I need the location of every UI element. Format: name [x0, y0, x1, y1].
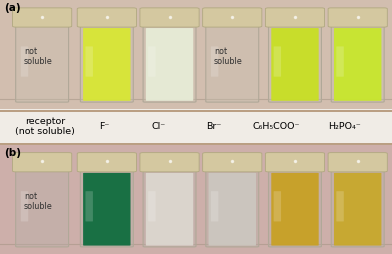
FancyBboxPatch shape [143, 166, 196, 247]
FancyBboxPatch shape [146, 28, 193, 101]
FancyBboxPatch shape [80, 21, 133, 102]
FancyBboxPatch shape [334, 28, 381, 101]
Text: Br⁻: Br⁻ [206, 122, 221, 131]
FancyBboxPatch shape [334, 173, 381, 246]
FancyBboxPatch shape [148, 191, 156, 221]
FancyBboxPatch shape [148, 46, 156, 77]
FancyBboxPatch shape [16, 21, 69, 102]
FancyBboxPatch shape [331, 21, 384, 102]
FancyBboxPatch shape [271, 173, 319, 246]
FancyBboxPatch shape [13, 8, 72, 27]
Text: C₆H₅COO⁻: C₆H₅COO⁻ [252, 122, 300, 131]
FancyBboxPatch shape [211, 191, 218, 221]
FancyBboxPatch shape [77, 8, 136, 27]
FancyBboxPatch shape [83, 28, 131, 101]
FancyBboxPatch shape [209, 173, 256, 246]
FancyBboxPatch shape [336, 46, 344, 77]
Text: H₂PO₄⁻: H₂PO₄⁻ [328, 122, 361, 131]
FancyBboxPatch shape [274, 46, 281, 77]
FancyBboxPatch shape [85, 46, 93, 77]
Text: not
soluble: not soluble [24, 47, 53, 67]
FancyBboxPatch shape [16, 166, 69, 247]
FancyBboxPatch shape [331, 166, 384, 247]
FancyBboxPatch shape [271, 28, 319, 101]
Text: (a): (a) [4, 3, 20, 13]
FancyBboxPatch shape [203, 8, 262, 27]
FancyBboxPatch shape [265, 8, 325, 27]
FancyBboxPatch shape [203, 153, 262, 172]
FancyBboxPatch shape [80, 166, 133, 247]
Text: not
soluble: not soluble [24, 192, 53, 211]
FancyBboxPatch shape [140, 8, 199, 27]
FancyBboxPatch shape [21, 191, 28, 221]
Text: (b): (b) [4, 148, 21, 158]
FancyBboxPatch shape [269, 21, 321, 102]
FancyBboxPatch shape [83, 173, 131, 246]
Text: not
soluble: not soluble [214, 47, 243, 67]
FancyBboxPatch shape [206, 166, 259, 247]
FancyBboxPatch shape [328, 8, 387, 27]
FancyBboxPatch shape [265, 153, 325, 172]
Text: F⁻: F⁻ [99, 122, 109, 131]
FancyBboxPatch shape [269, 166, 321, 247]
Text: Cl⁻: Cl⁻ [152, 122, 166, 131]
FancyBboxPatch shape [13, 153, 72, 172]
FancyBboxPatch shape [336, 191, 344, 221]
FancyBboxPatch shape [85, 191, 93, 221]
FancyBboxPatch shape [146, 173, 193, 246]
Text: receptor
(not soluble): receptor (not soluble) [15, 117, 75, 136]
FancyBboxPatch shape [140, 153, 199, 172]
FancyBboxPatch shape [206, 21, 259, 102]
FancyBboxPatch shape [274, 191, 281, 221]
FancyBboxPatch shape [328, 153, 387, 172]
FancyBboxPatch shape [21, 46, 28, 77]
FancyBboxPatch shape [77, 153, 136, 172]
FancyBboxPatch shape [211, 46, 218, 77]
FancyBboxPatch shape [143, 21, 196, 102]
